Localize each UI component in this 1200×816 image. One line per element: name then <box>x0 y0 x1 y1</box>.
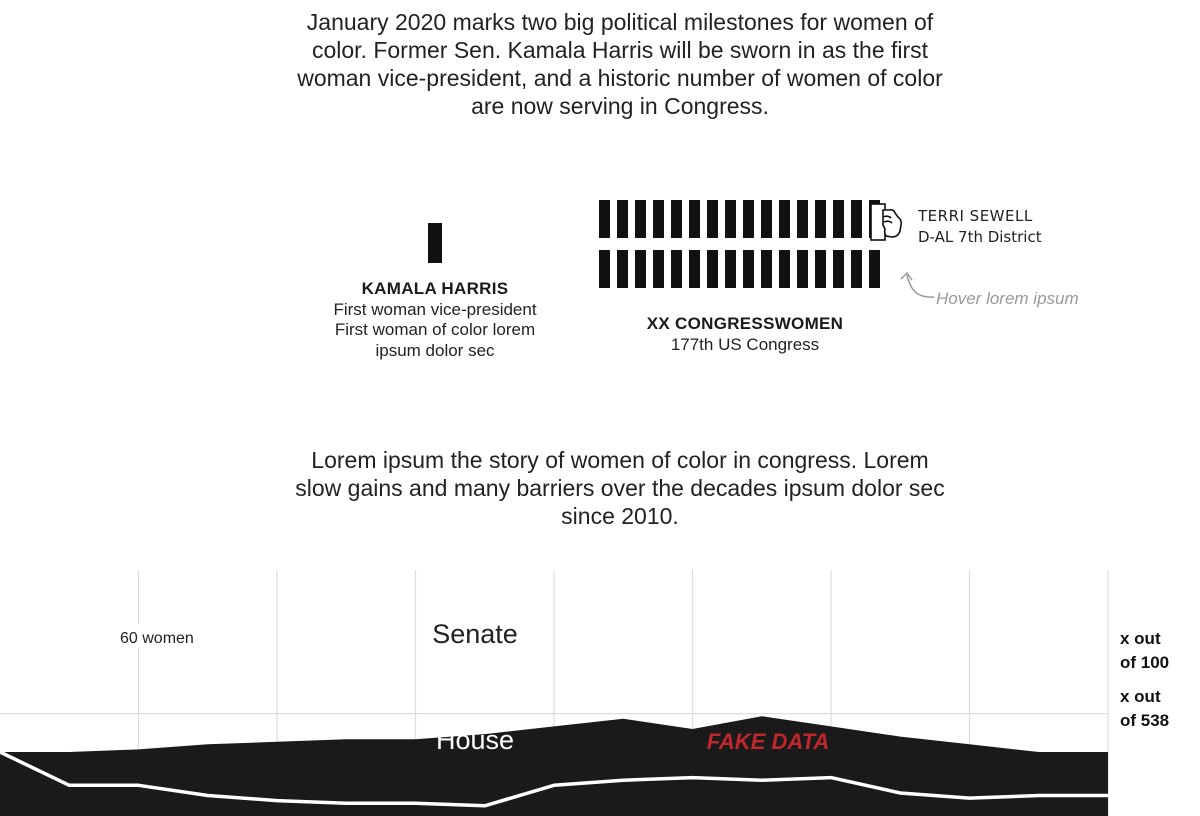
congresswoman-block[interactable] <box>761 250 772 288</box>
congresswoman-block[interactable] <box>797 250 808 288</box>
congresswoman-block[interactable] <box>833 200 844 238</box>
intro-line: woman vice-president, and a historic num… <box>297 65 943 91</box>
congresswoman-block[interactable] <box>869 250 880 288</box>
congresswoman-block[interactable] <box>725 200 736 238</box>
congresswoman-block[interactable] <box>797 200 808 238</box>
hover-arrow-head <box>900 271 913 281</box>
congresswoman-block[interactable] <box>671 250 682 288</box>
story-line: Lorem ipsum the story of women of color … <box>311 447 929 473</box>
series-label-senate: Senate <box>432 619 518 649</box>
story-line: slow gains and many barriers over the de… <box>295 475 945 501</box>
story-paragraph: Lorem ipsum the story of women of color … <box>250 446 990 530</box>
vice-president-line: First woman of color lorem <box>334 320 536 339</box>
pointer-hand-icon <box>870 203 902 241</box>
congresswoman-block[interactable] <box>851 200 862 238</box>
congresswoman-block[interactable] <box>617 250 628 288</box>
congresswoman-block[interactable] <box>689 200 700 238</box>
vice-president-line: First woman vice-president <box>333 300 537 319</box>
hover-callout <box>870 203 935 298</box>
congresswoman-block[interactable] <box>599 200 610 238</box>
house-line[interactable] <box>0 750 1108 808</box>
story-line: since 2010. <box>561 503 679 529</box>
right-label-line: x out <box>1120 629 1161 648</box>
congresswoman-block[interactable] <box>815 200 826 238</box>
right-label-line: of 100 <box>1120 653 1169 672</box>
congresswoman-block[interactable] <box>635 250 646 288</box>
congresswoman-block[interactable] <box>761 200 772 238</box>
intro-line: January 2020 marks two big political mil… <box>306 9 934 35</box>
vice-president-block[interactable] <box>428 223 442 263</box>
hover-instruction: Hover lorem ipsum <box>936 289 1079 308</box>
congresswoman-block[interactable] <box>635 200 646 238</box>
congresswoman-block[interactable] <box>707 200 718 238</box>
senate-area[interactable] <box>0 716 1108 816</box>
congresswoman-block[interactable] <box>653 200 664 238</box>
congresswoman-block[interactable] <box>599 250 610 288</box>
congresswoman-block[interactable] <box>689 250 700 288</box>
right-label-line: of 538 <box>1120 711 1169 730</box>
congresswoman-block[interactable] <box>743 250 754 288</box>
right-label-house: x out of 538 <box>1120 687 1169 730</box>
intro-paragraph: January 2020 marks two big political mil… <box>250 8 990 120</box>
congresswoman-block[interactable] <box>725 250 736 288</box>
congresswoman-block[interactable] <box>671 200 682 238</box>
congresswoman-block[interactable] <box>779 250 790 288</box>
congresswoman-block[interactable] <box>743 200 754 238</box>
congress-session-label: 177th US Congress <box>670 335 820 354</box>
congresswoman-block[interactable] <box>851 250 862 288</box>
congresswoman-block[interactable] <box>833 250 844 288</box>
congresswoman-block[interactable] <box>617 200 628 238</box>
intro-line: color. Former Sen. Kamala Harris will be… <box>311 37 929 63</box>
congresswoman-block[interactable] <box>653 250 664 288</box>
congresswoman-block[interactable] <box>779 200 790 238</box>
hover-arrow <box>906 274 935 298</box>
right-label-line: x out <box>1120 687 1161 706</box>
tooltip-member-name: TERRI SEWELL <box>918 207 1033 225</box>
reference-label-bg <box>106 624 216 648</box>
tooltip-district: D-AL 7th District <box>918 228 1042 246</box>
intro-line: are now serving in Congress. <box>471 93 769 119</box>
congresswomen-block-grid[interactable] <box>599 200 899 296</box>
fake-data-annotation: FAKE DATA <box>707 729 830 754</box>
right-label-senate: x out of 100 <box>1120 629 1169 672</box>
congress-area-chart: 60 women Senate House FAKE DATA x out of… <box>0 570 1169 816</box>
congresswomen-count-title: XX CONGRESSWOMEN <box>646 314 844 333</box>
congresswoman-block[interactable] <box>707 250 718 288</box>
congresswoman-block[interactable] <box>815 250 826 288</box>
vice-president-name: KAMALA HARRIS <box>361 279 509 298</box>
vice-president-line: ipsum dolor sec <box>375 341 495 360</box>
reference-label: 60 women <box>120 630 194 647</box>
series-label-house: House <box>436 725 514 755</box>
